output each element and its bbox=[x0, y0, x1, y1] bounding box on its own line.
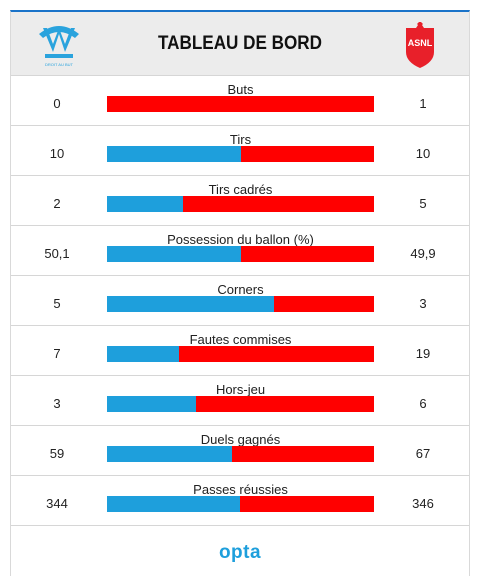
stat-bar bbox=[107, 146, 374, 162]
page-title: TABLEAU DE BORD bbox=[157, 33, 323, 54]
stat-bar bbox=[107, 296, 374, 312]
stat-row: Corners 5 3 bbox=[11, 275, 469, 325]
stat-bar bbox=[107, 196, 374, 212]
home-value: 2 bbox=[53, 196, 61, 211]
stat-label: Tirs bbox=[229, 132, 252, 147]
stat-row: Tirs 10 10 bbox=[11, 125, 469, 175]
scoreboard-header: DROIT AU BUT TABLEAU DE BORD ASNL bbox=[11, 12, 469, 75]
home-share-fill bbox=[107, 246, 241, 262]
away-value: 49,9 bbox=[410, 246, 436, 261]
stat-row: Passes réussies 344 346 bbox=[11, 475, 469, 525]
away-value: 346 bbox=[412, 496, 434, 511]
footer-divider bbox=[11, 525, 469, 526]
home-value: 50,1 bbox=[44, 246, 70, 261]
home-share-fill bbox=[107, 396, 196, 412]
away-value: 10 bbox=[415, 146, 431, 161]
home-share-fill bbox=[107, 446, 232, 462]
away-value: 67 bbox=[415, 446, 431, 461]
stat-row: Hors-jeu 3 6 bbox=[11, 375, 469, 425]
stat-bar bbox=[107, 96, 374, 112]
scoreboard-card: DROIT AU BUT TABLEAU DE BORD ASNL Buts 0 1… bbox=[10, 10, 470, 576]
stat-label: Fautes commises bbox=[189, 332, 292, 347]
stat-label: Buts bbox=[227, 82, 254, 97]
away-value: 5 bbox=[419, 196, 427, 211]
stat-label: Possession du ballon (%) bbox=[167, 232, 314, 247]
stat-bar bbox=[107, 446, 374, 462]
home-value: 0 bbox=[53, 96, 61, 111]
stat-row: Possession du ballon (%) 50,1 49,9 bbox=[11, 225, 469, 275]
om-club-crest-icon: DROIT AU BUT bbox=[39, 26, 79, 67]
home-value: 344 bbox=[46, 496, 68, 511]
away-logo-lettering: ASNL bbox=[408, 38, 433, 48]
home-share-fill bbox=[107, 496, 241, 512]
home-value: 59 bbox=[49, 446, 65, 461]
away-value: 19 bbox=[415, 346, 431, 361]
stat-row: Duels gagnés 59 67 bbox=[11, 425, 469, 475]
home-value: 5 bbox=[53, 296, 61, 311]
away-value: 6 bbox=[419, 396, 427, 411]
home-value: 7 bbox=[53, 346, 61, 361]
away-value: 3 bbox=[419, 296, 427, 311]
stat-label: Passes réussies bbox=[193, 482, 288, 497]
home-share-fill bbox=[107, 146, 241, 162]
away-value: 1 bbox=[419, 96, 427, 111]
stat-bar bbox=[107, 496, 374, 512]
home-share-fill bbox=[107, 196, 184, 212]
stat-row: Fautes commises 7 19 bbox=[11, 325, 469, 375]
stat-bar bbox=[107, 346, 374, 362]
stat-label: Hors-jeu bbox=[215, 382, 266, 397]
asnl-club-crest-icon: ASNL bbox=[406, 22, 434, 68]
stat-row: Buts 0 1 bbox=[11, 75, 469, 125]
home-value: 10 bbox=[49, 146, 65, 161]
home-share-fill bbox=[107, 346, 179, 362]
stat-row: Tirs cadrés 2 5 bbox=[11, 175, 469, 225]
stat-bar bbox=[107, 396, 374, 412]
opta-logo: opta bbox=[218, 542, 262, 563]
home-logo-lettering: DROIT AU BUT bbox=[45, 62, 73, 67]
home-share-fill bbox=[107, 296, 274, 312]
home-value: 3 bbox=[53, 396, 61, 411]
stat-label: Tirs cadrés bbox=[208, 182, 273, 197]
stat-label: Duels gagnés bbox=[200, 432, 281, 447]
stat-bar bbox=[107, 246, 374, 262]
stat-label: Corners bbox=[217, 282, 264, 297]
